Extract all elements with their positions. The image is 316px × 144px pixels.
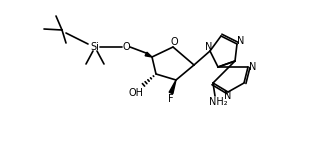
Polygon shape [169,80,176,94]
Text: OH: OH [129,88,143,98]
Text: NH₂: NH₂ [209,97,227,107]
Text: O: O [122,42,130,52]
Text: N: N [224,91,232,101]
Text: N: N [237,36,245,46]
Text: F: F [168,94,174,104]
Polygon shape [145,52,152,57]
Text: N: N [205,42,213,52]
Text: N: N [249,62,257,72]
Text: O: O [170,37,178,47]
Text: Si: Si [91,42,100,52]
